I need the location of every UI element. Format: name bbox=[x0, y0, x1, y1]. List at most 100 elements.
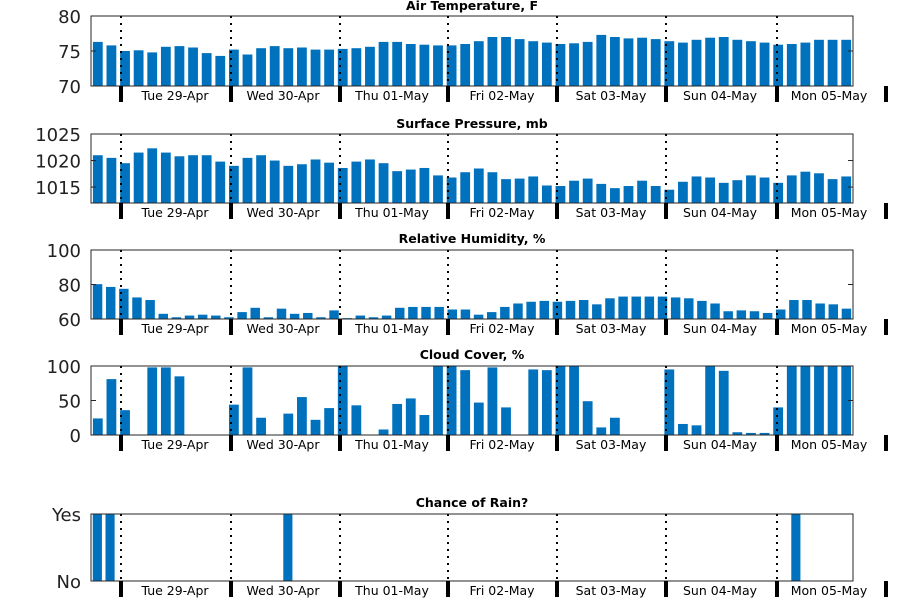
bar bbox=[433, 366, 443, 435]
bar bbox=[256, 417, 266, 435]
x-tick-label: Sat 03-May bbox=[576, 205, 647, 220]
bar bbox=[578, 300, 589, 319]
plot-frame bbox=[90, 365, 854, 436]
x-tick-label: Thu 01-May bbox=[354, 205, 429, 220]
bar bbox=[762, 312, 773, 319]
bar bbox=[188, 155, 198, 203]
bar bbox=[256, 48, 266, 86]
bar bbox=[664, 369, 675, 435]
bar bbox=[242, 157, 253, 203]
bar bbox=[773, 182, 784, 203]
bar bbox=[283, 48, 294, 86]
bar bbox=[637, 37, 647, 86]
y-tick-label: 70 bbox=[58, 77, 81, 98]
bar bbox=[569, 43, 579, 86]
bar bbox=[684, 298, 694, 319]
bar bbox=[609, 37, 620, 86]
bar bbox=[500, 306, 510, 319]
bar bbox=[541, 42, 552, 86]
bar bbox=[269, 160, 280, 203]
bar bbox=[405, 169, 416, 203]
bar bbox=[718, 37, 729, 86]
x-tick-label: Fri 02-May bbox=[469, 88, 535, 103]
bar bbox=[541, 185, 552, 203]
bar bbox=[132, 297, 142, 319]
bar bbox=[501, 37, 511, 86]
bar bbox=[283, 165, 294, 203]
bar bbox=[664, 41, 675, 86]
y-tick-label: 1015 bbox=[35, 178, 81, 199]
x-tick-label: Fri 02-May bbox=[469, 321, 535, 336]
bar bbox=[120, 410, 130, 435]
bar bbox=[160, 46, 171, 86]
bar bbox=[419, 414, 430, 435]
bar bbox=[827, 39, 838, 86]
bar bbox=[337, 167, 348, 203]
x-tick-label: Wed 30-Apr bbox=[247, 437, 321, 452]
x-tick-label: Wed 30-Apr bbox=[247, 583, 321, 598]
bar bbox=[539, 300, 549, 319]
chart-title: Relative Humidity, % bbox=[399, 231, 546, 246]
bar bbox=[609, 417, 620, 435]
bar bbox=[368, 317, 379, 319]
x-tick-label: Wed 30-Apr bbox=[247, 88, 321, 103]
bar bbox=[263, 317, 274, 319]
bar bbox=[526, 301, 536, 319]
y-tick-label: 50 bbox=[58, 392, 81, 413]
x-tick-label: Tue 29-Apr bbox=[140, 205, 209, 220]
y-tick-label: 0 bbox=[70, 426, 81, 447]
bar bbox=[773, 44, 784, 86]
bar bbox=[732, 39, 743, 86]
bar bbox=[759, 42, 770, 86]
bar bbox=[736, 310, 747, 320]
bar bbox=[106, 45, 117, 86]
bar bbox=[749, 311, 760, 319]
bar bbox=[815, 303, 825, 319]
bar bbox=[242, 367, 253, 435]
chance-of-rain-chart: Chance of Rain? No Yes Tue 29-Apr Wed 30-Ap… bbox=[51, 495, 888, 598]
cloud-cover-chart: Cloud Cover, % 0 50 100 Tue 29-Apr Wed 30-Ap… bbox=[47, 347, 888, 452]
bar bbox=[378, 429, 389, 435]
x-tick-label: Tue 29-Apr bbox=[140, 437, 209, 452]
x-tick-label: Thu 01-May bbox=[354, 88, 429, 103]
bar bbox=[623, 38, 634, 86]
bar bbox=[337, 48, 348, 86]
bar bbox=[759, 432, 770, 435]
bar bbox=[351, 405, 362, 435]
bar bbox=[678, 181, 688, 203]
bar bbox=[596, 183, 607, 203]
chart-title: Air Temperature, F bbox=[406, 0, 538, 13]
bar bbox=[433, 175, 443, 203]
x-tick-label: Sun 04-May bbox=[683, 88, 758, 103]
bar bbox=[718, 182, 729, 203]
bar bbox=[197, 314, 208, 319]
bar bbox=[201, 53, 212, 86]
relative-humidity-chart: Relative Humidity, % 60 80 100 Tue 29-Apr We… bbox=[47, 231, 888, 336]
y-tick-label: 100 bbox=[47, 357, 81, 378]
y-tick-label: 80 bbox=[58, 7, 81, 28]
bar bbox=[316, 317, 326, 319]
y-tick-label: 60 bbox=[58, 310, 81, 331]
bar bbox=[133, 152, 144, 203]
bar bbox=[283, 413, 294, 435]
bar bbox=[310, 419, 321, 435]
x-tick-label: Thu 01-May bbox=[354, 437, 429, 452]
plot-frame bbox=[90, 513, 854, 582]
x-tick-label: Tue 29-Apr bbox=[140, 321, 209, 336]
bar bbox=[800, 42, 811, 86]
x-tick-label: Fri 02-May bbox=[469, 437, 535, 452]
bar bbox=[147, 367, 158, 435]
bar bbox=[718, 370, 729, 435]
bar bbox=[378, 41, 389, 86]
y-tick-label: 1020 bbox=[35, 152, 81, 173]
bar bbox=[569, 366, 579, 435]
bar bbox=[297, 397, 307, 435]
bar bbox=[710, 303, 720, 319]
bar bbox=[297, 164, 307, 203]
x-tick-label: Fri 02-May bbox=[469, 583, 535, 598]
x-tick-label: Mon 05-May bbox=[791, 321, 868, 336]
bar bbox=[145, 300, 155, 319]
bar bbox=[289, 313, 300, 319]
bar bbox=[158, 313, 168, 319]
bar bbox=[324, 408, 335, 435]
